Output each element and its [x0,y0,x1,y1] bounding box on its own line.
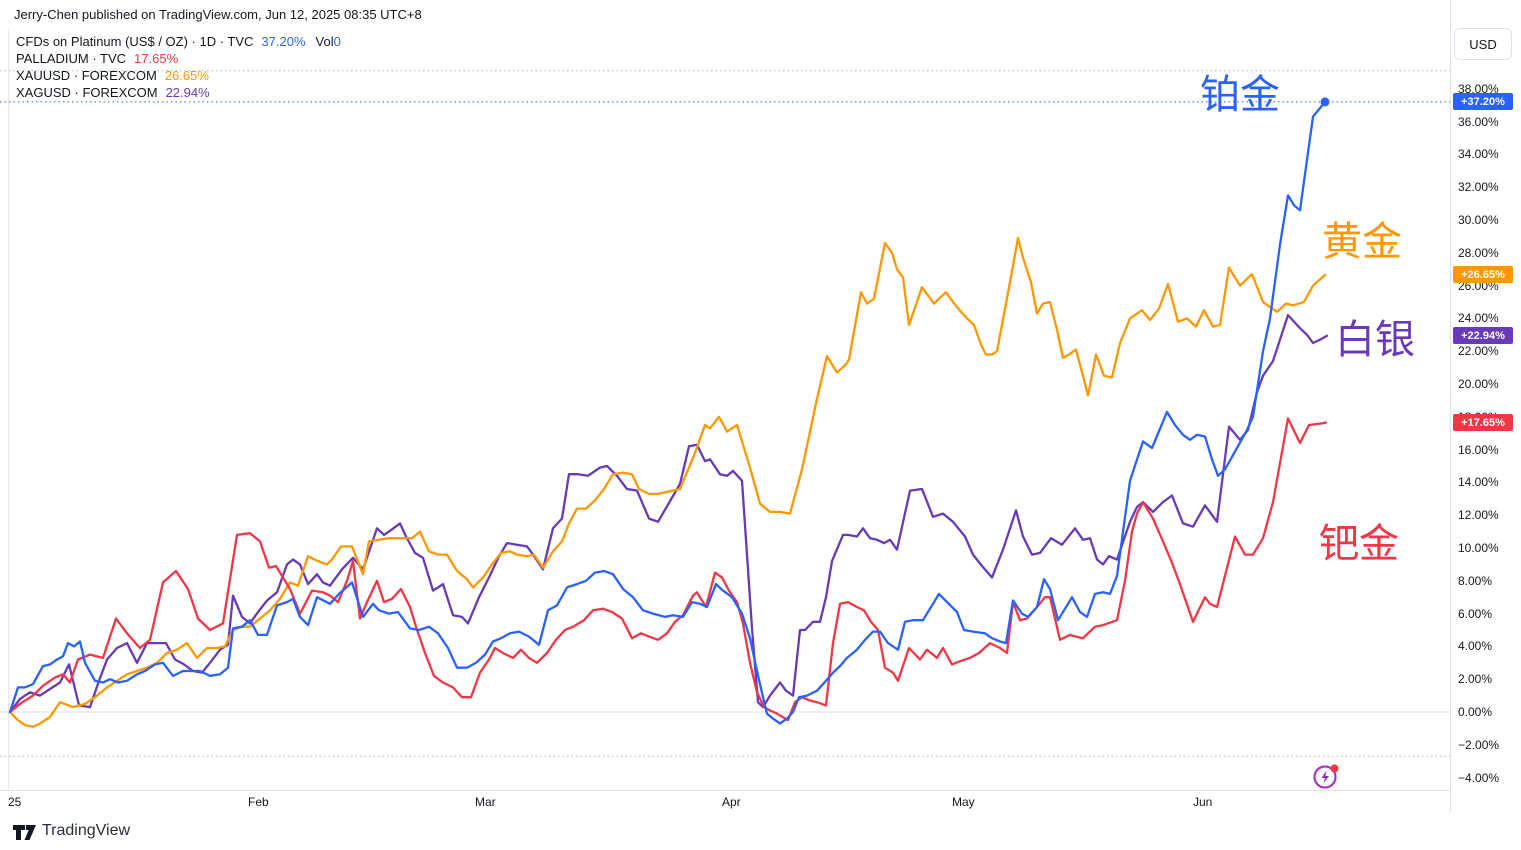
legend-change-value: 26.65% [164,68,209,83]
y-axis-label: 10.00% [1458,541,1499,555]
series-line-cfds-on-platinum [8,100,1327,725]
legend-vol-label: Vol [315,34,334,49]
y-axis-label: 4.00% [1458,639,1493,654]
legend-symbol-title: PALLADIUM · TVC [16,51,127,66]
x-axis-label: Apr [722,795,741,809]
y-axis-label: 6.00% [1458,606,1493,621]
y-axis-label: 20.00% [1458,377,1499,391]
x-axis-label: Jun [1193,795,1213,809]
series-annotation-label: 钯金 [1319,522,1399,566]
y-axis-label: 28.00% [1458,245,1499,260]
y-axis-label: −4.00% [1458,770,1500,785]
series-annotation-label: 铂金 [1200,73,1280,117]
y-axis-label: 34.00% [1458,147,1499,162]
legend-symbol-title: XAUUSD · FOREXCOM [16,68,157,83]
series-annotation-label: 白银 [1335,318,1415,362]
currency-unit-button[interactable]: USD [1454,28,1512,60]
series-line-xauusd-gold [8,236,1327,728]
y-axis-label: −2.00% [1458,737,1500,752]
legend-symbol-title: CFDs on Platinum (US$ / OZ) · 1D · TVC [16,34,254,49]
legend-row-palladium[interactable]: PALLADIUM · TVC 17.65% [16,50,341,67]
tradingview-logo-icon[interactable] [12,824,38,842]
legend-change-value: 17.65% [134,51,179,66]
y-axis-label: 36.00% [1458,114,1499,129]
legend-vol-value: 0 [333,34,341,49]
lightning-boost-icon [1313,764,1339,789]
x-axis-label: Feb [248,795,269,809]
price-chart-canvas [0,70,1450,757]
y-axis-label: 16.00% [1458,442,1499,457]
x-axis-label: May [952,795,975,809]
y-axis-label: 2.00% [1458,672,1493,687]
y-axis-label: 24.00% [1458,311,1499,326]
legend-row-xauusd[interactable]: XAUUSD · FOREXCOM 26.65% [16,67,341,84]
legend-row-xagusd[interactable]: XAGUSD · FOREXCOM 22.94% [16,84,341,101]
legend-change-value: 37.20% [261,34,306,49]
last-price-badge: +26.65% [1453,266,1513,284]
x-axis-label: Mar [475,795,496,809]
chart-legend: CFDs on Platinum (US$ / OZ) · 1D · TVC 37… [16,33,341,101]
x-axis-label: 25 [8,795,22,809]
y-axis-label: 14.00% [1458,475,1499,490]
series-end-dot [1320,97,1330,107]
time-axis[interactable]: 25 Feb Mar Apr May Jun [0,790,1521,815]
boost-reaction-button[interactable] [1311,761,1341,791]
notification-dot [1330,764,1339,773]
y-axis-label: 0.00% [1458,705,1493,719]
last-price-badge: +22.94% [1453,327,1513,345]
legend-symbol-title: XAGUSD · FOREXCOM [16,85,158,100]
y-axis-label: 22.00% [1458,344,1499,359]
last-price-badge: +17.65% [1453,414,1513,432]
y-axis-label: 8.00% [1458,573,1493,588]
y-axis-label: 30.00% [1458,213,1499,227]
series-annotation-label: 黄金 [1322,220,1402,264]
last-price-badge: +37.20% [1453,93,1513,111]
footer-bar: TradingView [0,813,1521,850]
tradingview-brand-text[interactable]: TradingView [42,822,131,839]
series-line-xagusd-silver [8,313,1329,714]
price-scale-panel[interactable]: USD 40.00%38.00%36.00%34.00%32.00%30.00%… [1450,0,1521,813]
legend-change-value: 22.94% [165,85,210,100]
plot-left-border [8,28,9,813]
y-axis-label: 12.00% [1458,508,1499,523]
legend-row-platinum[interactable]: CFDs on Platinum (US$ / OZ) · 1D · TVC 37… [16,33,341,50]
y-axis-label: 32.00% [1458,180,1499,195]
y-axis-label: 38.00% [1458,81,1499,96]
attribution-text: Jerry-Chen published on TradingView.com,… [14,7,422,22]
